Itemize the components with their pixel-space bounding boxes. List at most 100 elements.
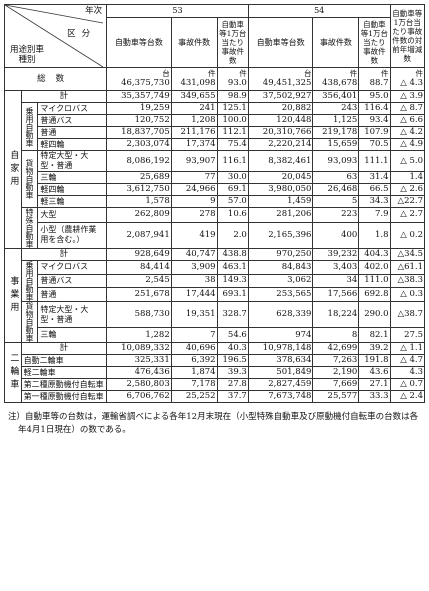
value-cell: △ 2.7 xyxy=(389,207,426,223)
year-header: 54 xyxy=(247,4,391,18)
value-cell: 1.8 xyxy=(358,221,391,250)
subtotal-label: 計 xyxy=(20,342,108,355)
value: 93,093 xyxy=(327,155,358,166)
value-cell: 件 93.0 xyxy=(216,67,249,91)
row-label: 軽二輪車 xyxy=(20,366,108,379)
value-cell: 290.0 xyxy=(358,300,391,329)
value: 35,357,749 xyxy=(121,91,170,101)
value-cell: 116.1 xyxy=(216,150,249,172)
value-cell: 17,444 xyxy=(170,287,218,302)
value: 692.8 xyxy=(364,289,389,300)
value: 223 xyxy=(341,209,358,220)
value-cell: 34 xyxy=(312,273,360,289)
value-cell: 件 438,678 xyxy=(312,67,360,91)
value: 84,843 xyxy=(281,261,312,272)
value-cell: 120,448 xyxy=(247,114,314,127)
value: 84,414 xyxy=(140,261,170,272)
value: 1.4 xyxy=(409,172,423,182)
value: 24,966 xyxy=(185,184,216,194)
value-cell: 1,578 xyxy=(106,195,172,208)
value: 120,752 xyxy=(134,115,170,125)
value: 2.0 xyxy=(233,229,247,240)
row-label: 軽四輪 xyxy=(37,138,108,151)
value-cell: 75.4 xyxy=(216,138,249,151)
subtotal-row: 事業用計 928,649 40,747 438.8 970,250 39,232 404.3… xyxy=(4,248,426,343)
value: △ 0.3 xyxy=(400,289,423,300)
value: 19,259 xyxy=(140,103,170,113)
value-cell: 39.3 xyxy=(216,366,249,379)
value-cell: 37.7 xyxy=(216,390,249,403)
value-cell: 77 xyxy=(170,171,218,184)
value: △ 1.1 xyxy=(400,343,423,353)
value-cell: 191.8 xyxy=(358,354,391,367)
value: 378,634 xyxy=(276,355,312,365)
subtotal-label: 計 xyxy=(20,90,108,103)
row-label: 軽四輪 xyxy=(37,183,108,196)
unit: 件 xyxy=(208,68,216,78)
unit: 件 xyxy=(415,68,424,78)
value: 402.0 xyxy=(364,261,389,272)
value: 18,224 xyxy=(327,309,358,320)
value-cell: 70.5 xyxy=(358,138,391,151)
value: 2,190 xyxy=(332,367,358,377)
value: 93,907 xyxy=(185,155,216,166)
value-cell: 24,966 xyxy=(170,183,218,196)
value: 27.5 xyxy=(404,329,423,340)
value: 34 xyxy=(346,275,358,286)
row-label: マイクロバス xyxy=(37,102,108,115)
value: 15,659 xyxy=(327,139,358,149)
value-cell: 438.8 xyxy=(216,248,249,261)
value-cell: 8,382,461 xyxy=(247,150,314,172)
value-cell: 111.0 xyxy=(358,273,391,289)
value: 6,392 xyxy=(191,355,216,365)
value: 40.3 xyxy=(227,343,247,353)
table-body: 総数台 46,375,730 件 431,098 件 93.0 台 49,451,325 件 43… xyxy=(3,67,426,403)
value: 7 xyxy=(210,329,216,340)
section-label: 二輪車 xyxy=(4,342,22,403)
row-label: 第一種原動機付自転車 xyxy=(20,390,108,403)
value-cell: 93,093 xyxy=(312,150,360,172)
value: 6,706,762 xyxy=(126,391,170,401)
value-cell: 10,978,148 xyxy=(247,342,314,355)
column-header: 自動車等台数 xyxy=(106,16,172,69)
value-cell: △38.7 xyxy=(389,300,426,329)
value: △ 4.9 xyxy=(400,139,423,149)
value: 8,382,461 xyxy=(268,155,312,166)
value-cell: 40,747 xyxy=(170,248,218,261)
value: 20,045 xyxy=(281,172,312,182)
data-row: 軽二輪車 476,436 1,874 39.3 501,849 2,190 43.6 4.3 xyxy=(5,366,426,379)
value-cell: 20,045 xyxy=(247,171,314,184)
value-cell: 件 △ 4.3 xyxy=(389,67,426,91)
value-cell: 10,089,332 xyxy=(106,342,172,355)
value: 25,577 xyxy=(327,391,358,401)
value-cell: 120,752 xyxy=(106,114,172,127)
value-cell: 25,577 xyxy=(312,390,360,403)
value: 149.3 xyxy=(222,275,247,286)
value-cell: 262,809 xyxy=(106,207,172,223)
value: 93.0 xyxy=(227,77,247,88)
value: 10.6 xyxy=(227,209,247,220)
value-cell: 107.9 xyxy=(358,126,391,139)
value-cell: 19,351 xyxy=(170,300,218,329)
section-label: 事業用 xyxy=(4,248,22,343)
value: 39,232 xyxy=(327,249,358,259)
group-label: 貨物自動車 xyxy=(20,301,39,343)
data-row: 貨物自動車 特定大型・大型・普通 8,086,192 93,907 116.1 8,382… xyxy=(5,150,426,208)
value: 111.1 xyxy=(364,155,389,166)
value: 7,673,748 xyxy=(268,391,312,401)
value-cell: 25,252 xyxy=(170,390,218,403)
row-label: 普通バス xyxy=(37,273,108,289)
value: 2,087,941 xyxy=(126,229,170,240)
value: 262,809 xyxy=(134,209,170,220)
value: 2,545 xyxy=(145,275,170,286)
value-cell: 2,165,396 xyxy=(247,221,314,250)
total-label: 総数 xyxy=(3,67,108,91)
value: 10,978,148 xyxy=(262,343,312,353)
value-cell: △61.1 xyxy=(389,260,426,275)
value: △38.7 xyxy=(397,309,423,320)
value: 5 xyxy=(351,196,358,206)
value-cell: 2,827,459 xyxy=(247,378,314,391)
value-cell: 84,414 xyxy=(106,260,172,275)
value: 42,699 xyxy=(327,343,358,353)
data-row: 乗用自動車 マイクロバス 19,259 241 125.1 20,882 243 116.4 △… xyxy=(5,102,426,151)
